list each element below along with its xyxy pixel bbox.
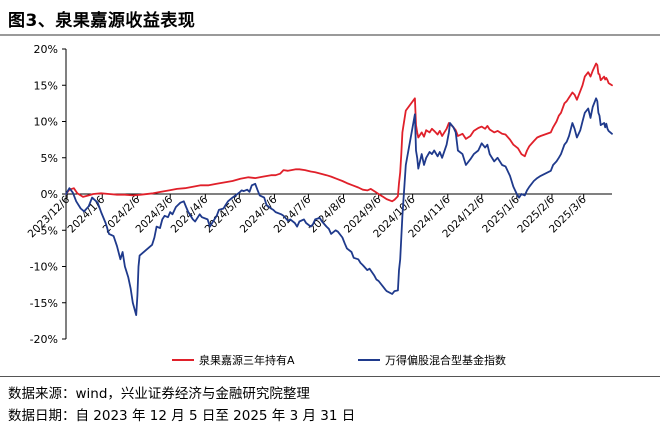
y-tick-label: 20%: [34, 43, 58, 56]
legend-label: 万得偏股混合型基金指数: [385, 353, 506, 367]
y-tick-label: -15%: [30, 297, 58, 310]
page-title: 图3、泉果嘉源收益表现: [8, 11, 196, 31]
y-tick-label: -5%: [37, 224, 58, 237]
chart-legend: 泉果嘉源三年持有A 万得偏股混合型基金指数: [172, 353, 506, 367]
chart-series: [65, 62, 613, 317]
y-tick-label: 0%: [41, 188, 58, 201]
line-chart: 20%15%10%5%0%-5%-10%-15%-20%2023/12/6202…: [26, 43, 613, 367]
source-note: 数据来源：wind，兴业证券经济与金融研究院整理: [8, 386, 310, 402]
date-range-note: 数据日期：自 2023 年 12 月 5 日至 2025 年 3 月 31 日: [8, 408, 356, 424]
y-tick-label: -10%: [30, 261, 58, 274]
x-tick-label: 2024/8/6: [307, 193, 349, 235]
title-bar: 图3、泉果嘉源收益表现: [0, 0, 660, 36]
title-divider: [0, 34, 660, 36]
x-tick-label: 2025/1/6: [480, 193, 522, 235]
y-tick-label: -20%: [30, 333, 58, 346]
x-tick-label: 2024/5/6: [203, 193, 245, 235]
chart-area: 20% 15% 10% 5% 0% -5% -10% -15% -20% 2023/12/6 202…: [0, 36, 660, 376]
series-line-0: [65, 62, 613, 203]
legend-label: 泉果嘉源三年持有A: [199, 353, 295, 367]
y-tick-label: 10%: [34, 116, 58, 129]
y-tick-label: 5%: [41, 152, 58, 165]
y-tick-label: 15%: [34, 79, 58, 92]
series-line-1: [65, 97, 613, 317]
x-tick-label: 2024/7/6: [272, 193, 314, 235]
footer-divider: [0, 376, 660, 377]
